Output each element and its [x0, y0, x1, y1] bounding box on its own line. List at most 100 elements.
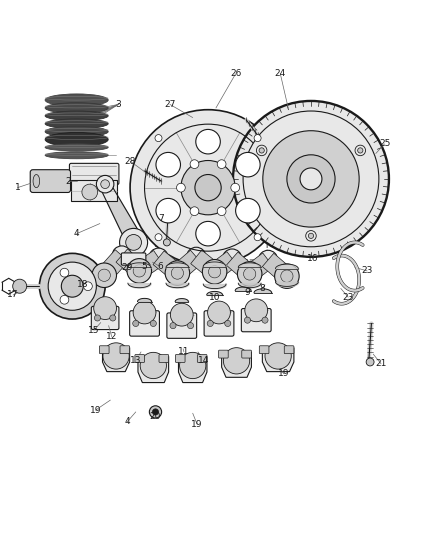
- Ellipse shape: [45, 119, 108, 128]
- Circle shape: [94, 315, 100, 321]
- Polygon shape: [226, 252, 255, 280]
- Polygon shape: [262, 253, 293, 283]
- Circle shape: [48, 262, 96, 310]
- FancyBboxPatch shape: [121, 253, 146, 265]
- Circle shape: [156, 198, 180, 223]
- Ellipse shape: [45, 126, 108, 137]
- Polygon shape: [172, 250, 202, 280]
- Circle shape: [275, 264, 299, 288]
- FancyBboxPatch shape: [120, 346, 130, 354]
- FancyBboxPatch shape: [241, 309, 271, 332]
- Circle shape: [60, 295, 69, 304]
- Circle shape: [217, 160, 226, 168]
- Circle shape: [262, 317, 268, 323]
- Text: 20: 20: [150, 412, 161, 421]
- Ellipse shape: [45, 103, 108, 113]
- Circle shape: [287, 155, 335, 203]
- Text: 23: 23: [343, 293, 354, 302]
- Polygon shape: [222, 352, 251, 377]
- Circle shape: [96, 175, 114, 193]
- Text: 15: 15: [88, 326, 100, 335]
- Polygon shape: [209, 252, 237, 279]
- Text: 9: 9: [244, 288, 251, 297]
- Circle shape: [231, 183, 240, 192]
- Circle shape: [180, 352, 206, 378]
- FancyBboxPatch shape: [135, 354, 145, 362]
- Text: 11: 11: [178, 348, 190, 357]
- Text: 10: 10: [209, 293, 220, 302]
- Circle shape: [103, 343, 129, 369]
- FancyBboxPatch shape: [242, 350, 251, 358]
- Circle shape: [165, 261, 190, 285]
- Text: 2: 2: [65, 176, 71, 185]
- Text: 29: 29: [121, 263, 133, 272]
- Circle shape: [98, 269, 110, 281]
- Circle shape: [306, 231, 316, 241]
- Text: 17: 17: [7, 290, 19, 300]
- Circle shape: [156, 152, 180, 177]
- Text: 4: 4: [124, 417, 130, 426]
- Circle shape: [155, 135, 162, 142]
- Text: 24: 24: [275, 69, 286, 78]
- Ellipse shape: [45, 111, 108, 120]
- Circle shape: [152, 409, 159, 415]
- Circle shape: [236, 198, 260, 223]
- FancyBboxPatch shape: [204, 311, 234, 336]
- Circle shape: [245, 299, 268, 322]
- Ellipse shape: [33, 174, 39, 188]
- Circle shape: [259, 148, 264, 153]
- Circle shape: [254, 135, 261, 142]
- Circle shape: [140, 352, 166, 378]
- Polygon shape: [102, 348, 130, 372]
- Text: 19: 19: [191, 419, 203, 429]
- Circle shape: [149, 406, 162, 418]
- Text: 27: 27: [164, 100, 176, 109]
- Circle shape: [237, 262, 262, 286]
- Text: 5: 5: [141, 262, 148, 271]
- Polygon shape: [99, 182, 145, 253]
- Circle shape: [61, 275, 83, 297]
- Circle shape: [254, 233, 261, 241]
- Ellipse shape: [45, 94, 108, 106]
- Polygon shape: [262, 348, 294, 372]
- Circle shape: [163, 239, 170, 246]
- Circle shape: [133, 301, 156, 324]
- Circle shape: [181, 160, 235, 215]
- Polygon shape: [153, 251, 183, 280]
- Circle shape: [171, 267, 184, 279]
- Circle shape: [187, 322, 194, 329]
- Text: 28: 28: [125, 157, 136, 166]
- Text: 21: 21: [375, 359, 387, 368]
- Text: 16: 16: [307, 254, 319, 263]
- Ellipse shape: [45, 133, 108, 147]
- Circle shape: [225, 320, 231, 327]
- Circle shape: [187, 247, 206, 266]
- Circle shape: [13, 279, 27, 293]
- FancyBboxPatch shape: [175, 354, 185, 362]
- Circle shape: [133, 265, 145, 277]
- Circle shape: [133, 320, 139, 327]
- Circle shape: [366, 358, 374, 366]
- Polygon shape: [244, 253, 273, 281]
- Ellipse shape: [45, 152, 108, 159]
- Circle shape: [258, 251, 278, 270]
- Circle shape: [202, 260, 227, 284]
- Text: 13: 13: [130, 356, 141, 365]
- Text: 8: 8: [259, 284, 265, 293]
- Circle shape: [84, 282, 92, 290]
- Circle shape: [308, 233, 314, 238]
- FancyBboxPatch shape: [284, 346, 294, 354]
- Text: 18: 18: [77, 280, 88, 289]
- Circle shape: [130, 110, 286, 265]
- Polygon shape: [138, 356, 169, 383]
- FancyBboxPatch shape: [99, 346, 109, 354]
- Circle shape: [190, 207, 199, 215]
- FancyBboxPatch shape: [30, 169, 71, 192]
- Text: 6: 6: [157, 262, 163, 271]
- Text: 3: 3: [115, 100, 121, 109]
- FancyBboxPatch shape: [219, 350, 228, 358]
- Ellipse shape: [45, 144, 108, 151]
- FancyBboxPatch shape: [197, 354, 207, 362]
- Circle shape: [263, 131, 359, 227]
- FancyBboxPatch shape: [71, 180, 117, 200]
